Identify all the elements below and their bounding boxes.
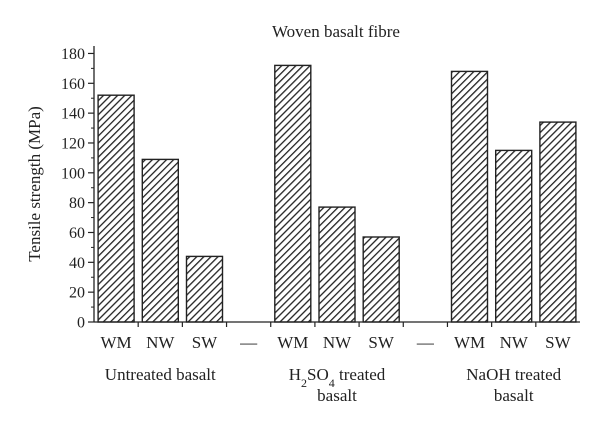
y-tick-label: 20 <box>69 285 85 302</box>
y-tick-label: 80 <box>69 195 85 212</box>
y-tick-label: 160 <box>61 76 85 93</box>
y-tick-label: 100 <box>61 165 85 182</box>
bar <box>141 158 180 323</box>
y-tick-label: 0 <box>77 315 85 332</box>
bar <box>539 121 577 323</box>
bar <box>318 206 356 323</box>
x-tick-label: SW <box>368 333 394 352</box>
x-tick-label: NW <box>146 333 175 352</box>
chart-title: Woven basalt fibre <box>272 22 400 41</box>
group-label: Untreated basalt <box>105 365 216 384</box>
x-tick-label: WM <box>277 333 308 352</box>
bar <box>185 255 224 323</box>
x-tick-label: SW <box>545 333 571 352</box>
y-tick-label: 140 <box>61 106 85 123</box>
x-tick-label: SW <box>192 333 218 352</box>
y-tick-label: 180 <box>61 46 85 63</box>
bar <box>495 149 533 323</box>
y-tick-label: 40 <box>69 255 85 272</box>
y-tick-label: 60 <box>69 225 85 242</box>
plot-area: 0 20 40 60 80 100 120 140 160 180 WM NW SW — WM NW SW — WM… <box>61 46 580 405</box>
group-label: basalt <box>317 386 357 405</box>
y-axis-label: Tensile strength (MPa) <box>25 106 44 262</box>
x-tick-label: NW <box>500 333 529 352</box>
x-tick-label: — <box>239 333 258 352</box>
x-tick-label: — <box>416 333 435 352</box>
y-tick-label: 120 <box>61 135 85 152</box>
bar <box>274 64 312 323</box>
bar <box>362 236 400 323</box>
x-tick-label: WM <box>454 333 485 352</box>
bar <box>450 70 489 323</box>
bar <box>97 94 135 323</box>
x-tick-label: NW <box>323 333 352 352</box>
group-label: basalt <box>494 386 534 405</box>
x-tick-label: WM <box>101 333 132 352</box>
group-label: NaOH treated <box>466 365 561 384</box>
